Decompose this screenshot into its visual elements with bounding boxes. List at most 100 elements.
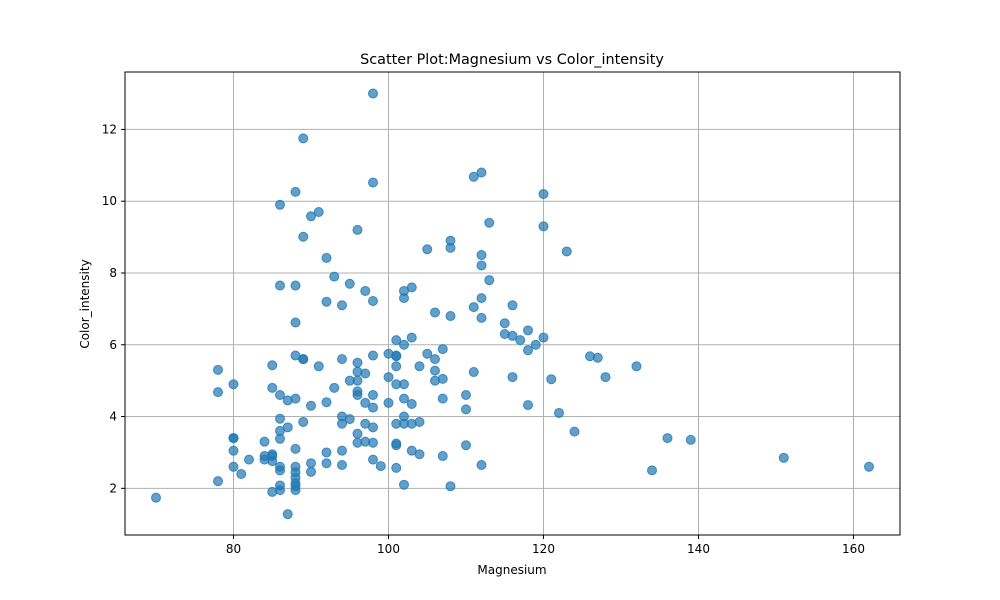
data-point [344, 278, 355, 289]
data-point [476, 460, 487, 471]
data-point [662, 433, 673, 444]
data-point [290, 393, 301, 404]
data-point [484, 217, 495, 228]
x-tick-label: 100 [377, 542, 400, 556]
data-point [864, 461, 874, 472]
grid-lines [125, 72, 900, 535]
data-point [321, 252, 332, 263]
data-point [360, 368, 371, 379]
data-point [445, 242, 456, 253]
data-point [368, 177, 378, 188]
data-point [546, 374, 557, 385]
data-point [399, 339, 409, 350]
data-point [290, 443, 301, 454]
data-point [360, 397, 371, 408]
data-point [631, 361, 642, 372]
data-point [228, 379, 239, 390]
data-point [399, 293, 409, 304]
data-point [306, 458, 316, 469]
data-point [523, 400, 533, 411]
data-point [368, 437, 378, 448]
data-point [399, 393, 409, 404]
data-point [399, 479, 409, 490]
data-point [538, 221, 549, 232]
data-point [337, 354, 347, 365]
y-axis-label: Color_intensity [78, 259, 92, 348]
y-tick-label: 8 [109, 266, 117, 280]
data-point [267, 456, 278, 467]
data-points [151, 88, 874, 520]
data-point [399, 379, 409, 390]
data-point [530, 339, 541, 350]
data-point [507, 330, 518, 341]
data-point [484, 275, 495, 286]
data-point [437, 373, 448, 384]
data-point [414, 449, 425, 460]
data-point [437, 344, 448, 355]
data-point [476, 260, 487, 271]
data-point [275, 465, 285, 476]
data-point [554, 407, 564, 418]
data-point [523, 325, 533, 336]
data-point [337, 460, 347, 471]
data-point [298, 231, 309, 242]
data-point [461, 440, 471, 451]
data-point [275, 413, 285, 424]
y-tick-label: 6 [109, 338, 117, 352]
data-point [538, 332, 549, 343]
data-point [468, 302, 479, 313]
data-point [352, 390, 363, 401]
x-axis-ticks: 80 100 120 140 160 [226, 535, 865, 556]
data-point [430, 365, 440, 376]
data-point [422, 244, 433, 255]
data-point [391, 440, 402, 451]
data-point [275, 280, 285, 291]
data-point [461, 390, 471, 401]
data-point [267, 382, 278, 393]
data-point [267, 360, 278, 371]
y-tick-label: 10 [102, 194, 117, 208]
data-point [213, 476, 223, 487]
data-point [592, 352, 603, 363]
data-point [406, 332, 417, 343]
data-point [383, 397, 394, 408]
data-point [352, 357, 363, 368]
data-point [507, 300, 518, 311]
data-point [360, 285, 371, 296]
data-point [368, 390, 378, 401]
data-point [391, 462, 402, 473]
data-point [523, 345, 533, 356]
data-point [306, 211, 316, 222]
data-point [344, 414, 355, 425]
data-point [461, 404, 471, 415]
data-point [515, 335, 526, 346]
data-point [375, 461, 386, 472]
data-point [228, 433, 239, 444]
data-point [414, 416, 425, 427]
data-point [368, 454, 378, 465]
data-point [290, 317, 301, 328]
data-point [391, 361, 402, 372]
data-point [259, 436, 270, 447]
data-point [244, 454, 254, 465]
plot-frame [124, 71, 901, 536]
x-axis-label: Magnesium [477, 563, 546, 577]
data-point [468, 171, 479, 182]
data-point [430, 354, 440, 365]
data-point [282, 509, 293, 520]
data-point [476, 250, 487, 261]
data-point [275, 199, 285, 210]
x-tick-label: 120 [532, 542, 555, 556]
data-point [406, 398, 417, 409]
data-point [476, 167, 487, 178]
data-point [476, 293, 487, 304]
data-point [383, 372, 394, 383]
data-point [422, 348, 433, 359]
data-point [321, 296, 332, 307]
data-point [476, 312, 487, 323]
data-point [337, 418, 347, 429]
x-tick-label: 140 [687, 542, 710, 556]
data-point [685, 434, 696, 445]
data-point [406, 282, 417, 293]
data-point [329, 271, 340, 282]
